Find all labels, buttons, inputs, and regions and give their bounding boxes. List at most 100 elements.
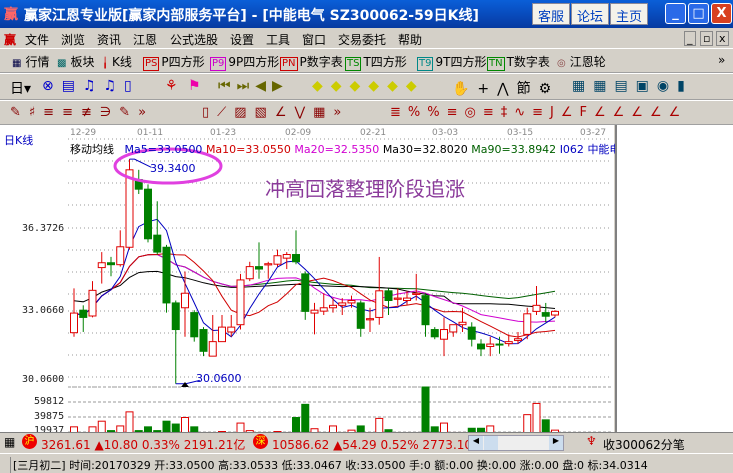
volume-bar xyxy=(162,420,171,432)
kline-chart[interactable]: 日K线 12-29 01-11 01-23 02-09 02-21 03-03 03-15 0… xyxy=(0,125,631,436)
toolbar-ps[interactable]: PS P四方形 xyxy=(143,53,205,71)
mdi-restore-button[interactable]: ▫ xyxy=(700,31,714,46)
candle-body xyxy=(255,266,263,270)
menu-gann[interactable]: 江恩 xyxy=(133,33,158,47)
candle-body xyxy=(375,290,384,318)
period-label: 日 xyxy=(10,81,24,97)
candle-body xyxy=(292,254,300,263)
candle-body xyxy=(116,246,125,266)
candle-body xyxy=(97,262,106,269)
candle-body xyxy=(125,169,134,248)
mdi-minimize-button[interactable]: _ xyxy=(684,31,696,46)
chart-canvas xyxy=(68,138,612,432)
candle-body xyxy=(282,254,291,259)
flag-icon[interactable]: ⚑ xyxy=(188,78,201,94)
toolbar-ts[interactable]: TS T四方形 xyxy=(345,53,407,71)
antenna-icon: ♆ xyxy=(586,434,597,448)
scroll-right-button[interactable]: ▶ xyxy=(549,436,563,450)
volume-bar xyxy=(181,417,189,432)
app-logo-icon: 赢 xyxy=(4,33,17,47)
volume-bar xyxy=(329,425,337,432)
bar-info-text: [三月初二] 时间:20170329 开:33.0500 高:33.0533 低… xyxy=(10,457,648,473)
candle-body xyxy=(347,299,356,304)
volume-tick: 19937 xyxy=(34,425,65,436)
candle-body xyxy=(523,313,532,335)
toolbar-label: T数字表 xyxy=(506,55,550,69)
customer-service-button[interactable]: 客服 xyxy=(532,3,571,25)
date-tick: 01-11 xyxy=(137,128,164,138)
toolbar-label: K线 xyxy=(112,55,132,69)
scroll-left-button[interactable]: ◀ xyxy=(469,436,483,450)
candle-body xyxy=(338,302,347,306)
toolbar-pn[interactable]: PN P数字表 xyxy=(280,53,343,71)
toolbar-label: T四方形 xyxy=(363,55,407,69)
draw-line-icons[interactable]: ✎♯≡≡≢∋✎» xyxy=(10,105,155,120)
navigation-icons[interactable]: ⏮⏭◀▶ xyxy=(218,78,289,94)
t9-icon: T9 xyxy=(417,57,434,71)
quote-table-icon[interactable]: ▦ xyxy=(4,435,16,449)
volume-bar xyxy=(467,427,476,432)
pn-icon: PN xyxy=(280,57,298,71)
maximize-button[interactable]: □ xyxy=(688,3,709,24)
menu-formula[interactable]: 公式选股 xyxy=(170,33,219,47)
toolbar-kline[interactable]: ╽ K线 xyxy=(100,53,132,71)
toolbar-gann-wheel[interactable]: ◎ 江恩轮 xyxy=(555,53,606,71)
right-panel xyxy=(615,125,733,432)
gann-tools-icons[interactable]: ≣%%≡◎≡‡∿≡J∠F∠∠∠∠∠ xyxy=(390,105,688,120)
toolbar-blocks[interactable]: ▩ 板块 xyxy=(55,53,94,71)
date-tick: 03-27 xyxy=(580,128,607,138)
candle-body xyxy=(532,304,541,312)
view-icons[interactable]: ⊗▤♫♫▯ xyxy=(42,78,140,94)
candle-body xyxy=(504,341,513,345)
scroll-thumb[interactable] xyxy=(484,436,498,450)
indicator-icon[interactable]: ⚘ xyxy=(165,78,178,94)
gann-fan-icons[interactable]: ▯⟋▨▧∠⋁▦» xyxy=(202,105,350,120)
menu-trade[interactable]: 交易委托 xyxy=(338,33,387,47)
menu-window[interactable]: 窗口 xyxy=(302,33,327,47)
zoom-diamond-icons[interactable]: ◆◆◆◆◆◆ xyxy=(312,78,425,94)
candle-body xyxy=(208,341,217,357)
candle-body xyxy=(467,326,476,340)
homepage-button[interactable]: 主页 xyxy=(610,3,649,25)
close-button[interactable]: X xyxy=(711,3,732,24)
menu-help[interactable]: 帮助 xyxy=(398,33,423,47)
menu-browse[interactable]: 浏览 xyxy=(61,33,86,47)
horizontal-scrollbar[interactable]: ◀ ▶ xyxy=(468,435,564,451)
title-bar: 赢 赢家江恩专业版[赢家内部服务平台] - [中能电气 SZ300062-59日… xyxy=(0,0,733,28)
shenzhen-badge-label: 深 xyxy=(253,434,268,449)
utility-icons[interactable]: ▦▦▤▣◉▮ xyxy=(572,78,693,94)
volume-bar xyxy=(523,414,532,432)
forum-button[interactable]: 论坛 xyxy=(571,3,610,25)
candle-body xyxy=(70,312,78,334)
toolbar-overflow-button[interactable]: » xyxy=(718,53,726,67)
period-selector[interactable]: 日▾ xyxy=(10,81,32,97)
candle-body xyxy=(449,324,458,333)
volume-tick: 59812 xyxy=(34,396,65,407)
menu-tools[interactable]: 工具 xyxy=(266,33,291,47)
toolbar-table[interactable]: ▦ 行情 xyxy=(10,53,49,71)
volume-bar xyxy=(384,429,393,432)
volume-bar xyxy=(440,422,448,432)
window-title: 赢家江恩专业版[赢家内部服务平台] - [中能电气 SZ300062-59日K线… xyxy=(24,8,479,24)
kline-icon: ╽ xyxy=(102,58,109,69)
volume-bar xyxy=(375,417,384,432)
volume-bar xyxy=(70,426,78,432)
candle-body xyxy=(88,289,97,317)
toolbar-p9[interactable]: P9 9P四方形 xyxy=(210,53,279,71)
volume-bar xyxy=(541,419,550,432)
volume-bar xyxy=(116,425,125,432)
candle-body xyxy=(393,297,402,300)
mdi-close-button[interactable]: x xyxy=(716,31,729,46)
minimize-button[interactable]: _ xyxy=(665,3,686,24)
toolbar-tn[interactable]: TN T数字表 xyxy=(487,53,550,71)
tick-data-label[interactable]: 收300062分笔 xyxy=(603,438,685,452)
toolbar-label: P数字表 xyxy=(299,55,343,69)
shanghai-index: 3261.61 ▲10.80 0.33% 2191.21亿 xyxy=(41,438,246,452)
toolbar-t9[interactable]: T9 9T四方形 xyxy=(417,53,486,71)
cursor-tools[interactable]: ✋+⋀節⚙ xyxy=(452,81,560,97)
menu-file[interactable]: 文件 xyxy=(25,33,50,47)
candle-body xyxy=(162,246,171,304)
stock-code-fragment: I062 xyxy=(559,143,584,156)
menu-news[interactable]: 资讯 xyxy=(97,33,122,47)
menu-settings[interactable]: 设置 xyxy=(230,33,255,47)
